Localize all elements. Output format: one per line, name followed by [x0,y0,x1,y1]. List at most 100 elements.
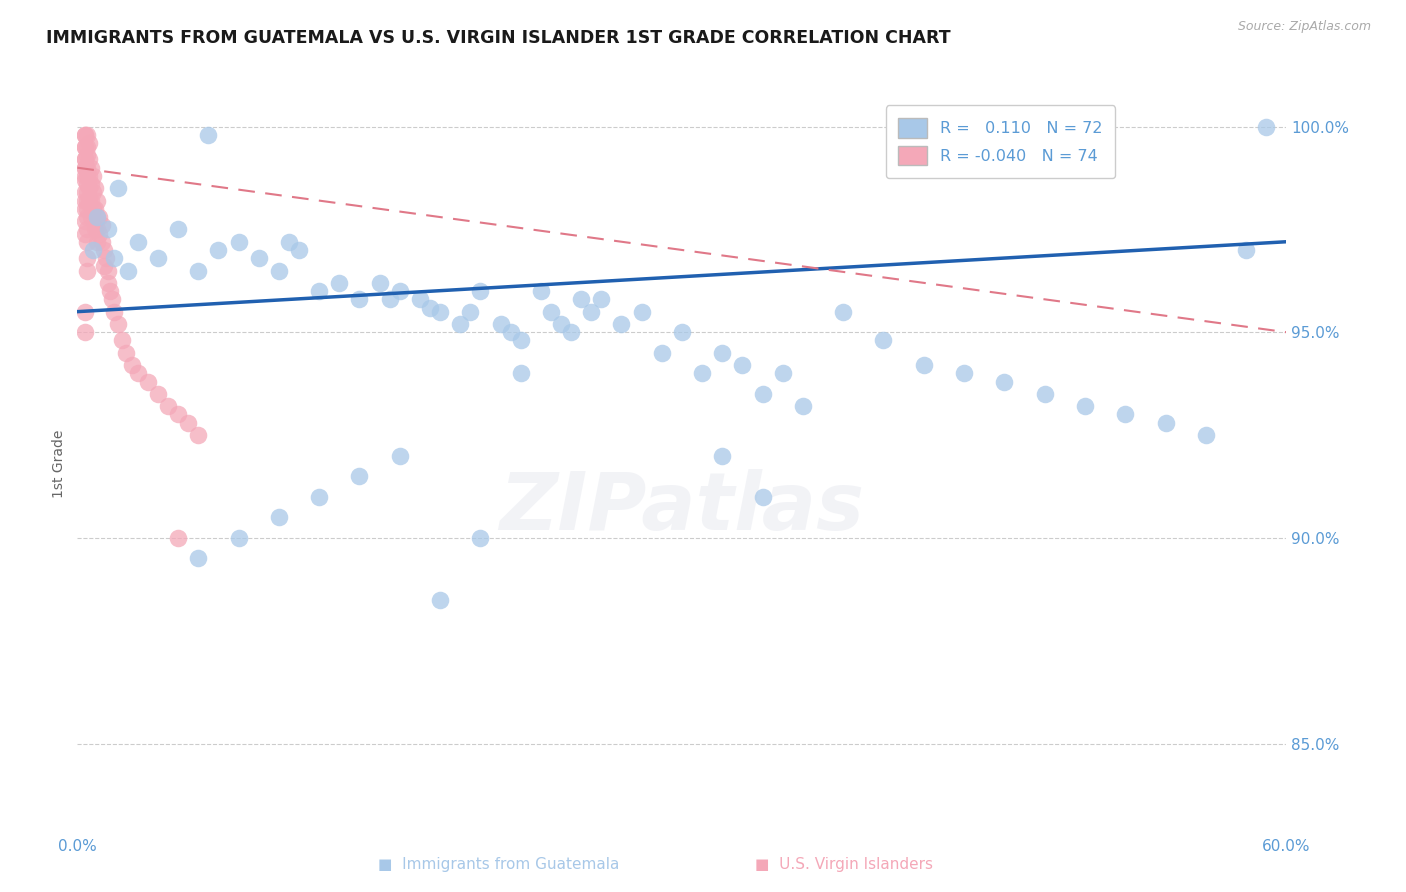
Point [167,531,190,545]
Point [75,227,97,241]
Point [308,490,330,504]
Point [93,260,115,274]
Point [82,243,104,257]
Point [1074,399,1097,413]
Point [84,181,107,195]
Text: ■  Immigrants from Guatemala: ■ Immigrants from Guatemala [378,857,620,872]
Point [76,148,98,162]
Point [75,202,97,216]
Point [86,210,108,224]
Point [136,375,159,389]
Point [80,161,103,175]
Point [419,301,441,315]
Point [103,251,125,265]
Point [76,177,98,191]
Point [751,490,773,504]
Point [76,202,98,216]
Point [530,284,553,298]
Point [187,428,209,442]
Point [82,186,104,200]
Point [146,387,169,401]
Point [610,317,633,331]
Point [98,284,121,298]
Point [75,304,97,318]
Point [912,358,935,372]
Point [76,251,98,265]
Point [228,235,250,249]
Point [75,186,97,200]
Point [75,161,97,175]
Point [772,367,794,381]
Point [349,293,371,307]
Point [953,367,976,381]
Point [711,449,734,463]
Point [75,325,97,339]
Point [581,304,603,318]
Point [76,128,98,142]
Point [207,243,229,257]
Point [86,194,108,208]
Point [499,325,522,339]
Point [86,235,108,249]
Point [489,317,512,331]
Point [82,169,104,183]
Point [1234,243,1257,257]
Point [75,140,97,154]
Point [388,284,411,298]
Point [1033,387,1056,401]
Point [388,449,411,463]
Point [93,243,115,257]
Point [429,304,451,318]
Point [187,263,209,277]
Point [509,367,531,381]
Point [94,251,117,265]
Legend: R =   0.110   N = 72, R = -0.040   N = 74: R = 0.110 N = 72, R = -0.040 N = 74 [886,105,1115,178]
Point [228,531,250,545]
Point [197,128,219,142]
Point [1154,416,1177,430]
Point [177,416,200,430]
Point [550,317,572,331]
Point [378,293,401,307]
Point [591,293,613,307]
Point [80,210,103,224]
Point [89,210,111,224]
Point [671,325,693,339]
Point [76,186,98,200]
Point [90,235,112,249]
Point [79,181,101,195]
Point [79,169,101,183]
Point [308,284,330,298]
Point [75,173,97,187]
Point [792,399,814,413]
Point [117,263,139,277]
Point [458,304,481,318]
Point [114,345,136,359]
Point [75,153,97,167]
Text: IMMIGRANTS FROM GUATEMALA VS U.S. VIRGIN ISLANDER 1ST GRADE CORRELATION CHART: IMMIGRANTS FROM GUATEMALA VS U.S. VIRGIN… [46,29,950,47]
Point [76,161,98,175]
Point [872,334,894,348]
Point [84,222,107,236]
Point [75,161,97,175]
Point [993,375,1015,389]
Point [1114,408,1136,422]
Point [509,334,531,348]
Point [96,276,118,290]
Point [76,235,98,249]
Point [288,243,311,257]
Point [651,345,673,359]
Point [470,284,492,298]
Point [80,194,103,208]
Point [167,222,190,236]
Point [267,263,290,277]
Point [690,367,713,381]
Point [86,222,108,236]
Point [75,128,97,142]
Point [75,214,97,228]
Point [111,334,134,348]
Point [569,293,592,307]
Point [832,304,855,318]
Point [90,219,112,233]
Point [103,304,125,318]
